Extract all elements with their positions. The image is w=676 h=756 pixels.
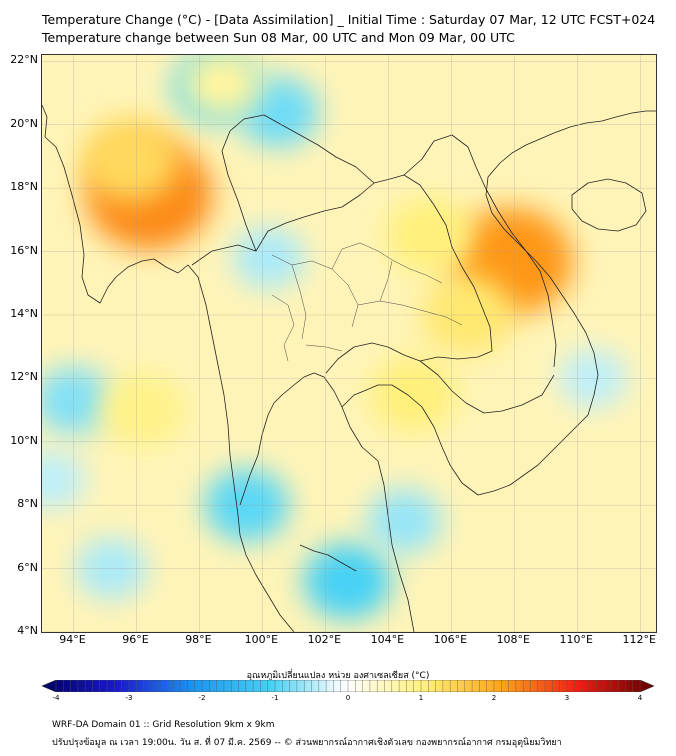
province-lines <box>271 242 463 362</box>
latitude-label: 22°N <box>10 53 38 67</box>
cool-anomaly-5 <box>366 488 442 554</box>
longitude-label: 112°E <box>622 633 656 646</box>
chart-title: Temperature Change (°C) - [Data Assimila… <box>42 12 656 27</box>
colorbar-tick-label: 1 <box>418 694 424 702</box>
colorbar-title: อุณหภูมิเปลี่ยนแปลง หน่วย องศาเซลเซียส (… <box>246 671 430 681</box>
latitude-label: 14°N <box>10 306 38 320</box>
longitude-label: 108°E <box>496 633 531 646</box>
colorbar-tick-label: 0 <box>345 694 351 702</box>
warm-anomaly-7 <box>100 373 186 447</box>
cool-anomaly-7 <box>232 226 305 289</box>
malaysia-border <box>299 544 357 572</box>
cambodia-border <box>419 360 555 414</box>
gulf-east-coast <box>341 110 656 496</box>
cool-anomaly-9 <box>42 450 86 510</box>
longitude-label: 106°E <box>433 633 468 646</box>
myanmar-laos-border <box>221 114 375 252</box>
chart-subtitle: Temperature change between Sun 08 Mar, 0… <box>42 30 515 45</box>
temperature-field <box>42 55 628 620</box>
colorbar-tick-label: 3 <box>564 694 570 702</box>
longitude-label: 100°E <box>244 633 279 646</box>
latitude-label: 8°N <box>17 497 38 511</box>
colorbar-tick-label: 2 <box>491 694 497 702</box>
myanmar-coastline <box>42 104 241 536</box>
latitude-label: 20°N <box>10 116 38 130</box>
peninsula-west-coast <box>239 534 295 632</box>
latitude-label: 4°N <box>17 624 38 637</box>
footer-model-info: WRF-DA Domain 01 :: Grid Resolution 9km … <box>52 720 275 730</box>
warm-anomaly-5 <box>369 356 458 433</box>
cool-anomaly-2 <box>42 366 113 435</box>
longitude-label: 110°E <box>559 633 593 646</box>
peninsula-east-coast <box>239 372 415 632</box>
latitude-label: 6°N <box>17 560 38 574</box>
longitude-label: 98°E <box>185 633 212 646</box>
longitude-label: 104°E <box>370 633 405 646</box>
thailand-border <box>191 174 493 374</box>
colorbar-tick-label: -3 <box>125 694 133 702</box>
footer-credit: ปรับปรุงข้อมูล ณ เวลา 19:00น. วัน ส. ที่… <box>52 738 562 748</box>
latitude-label: 16°N <box>10 243 38 257</box>
cool-anomaly-4 <box>303 543 392 620</box>
hainan-island <box>571 178 647 232</box>
temperature-change-map <box>41 54 657 633</box>
longitude-label: 94°E <box>59 633 86 646</box>
colorbar-tick-label: -4 <box>52 694 60 702</box>
latitude-label: 10°N <box>10 433 38 447</box>
colorbar-tick-label: -2 <box>198 694 206 702</box>
laos-vietnam-border <box>403 134 557 368</box>
longitude-label: 102°E <box>307 633 342 646</box>
warm-anomaly-1 <box>81 117 179 202</box>
longitude-label: 96°E <box>122 633 149 646</box>
colorbar-tick-label: 4 <box>637 694 643 702</box>
lat-lon-grid <box>42 55 656 632</box>
latitude-label: 12°N <box>10 370 38 384</box>
coastlines <box>42 104 656 632</box>
colorbar-tick-label: -1 <box>271 694 279 702</box>
latitude-label: 18°N <box>10 180 38 194</box>
colorbar <box>42 680 654 692</box>
warm-anomaly-6 <box>182 55 261 118</box>
